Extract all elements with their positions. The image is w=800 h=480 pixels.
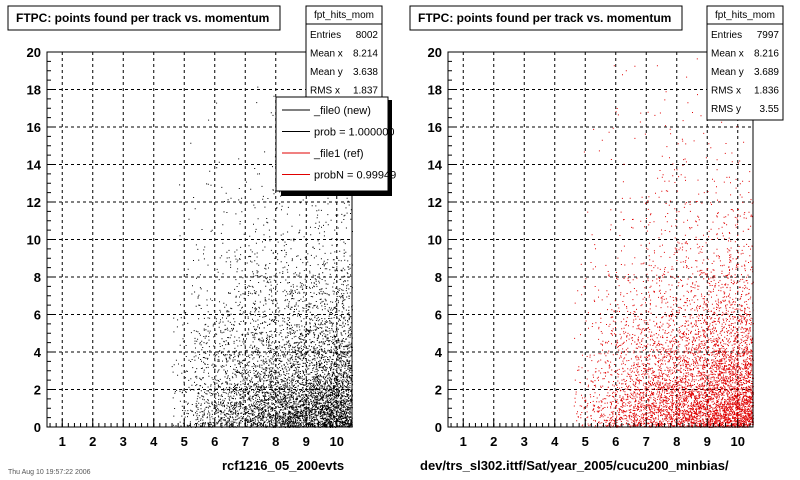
x-tick-label: 8 xyxy=(272,434,279,449)
stat-label: Mean y xyxy=(711,67,744,78)
y-tick-label: 4 xyxy=(435,345,443,360)
x-tick-label: 3 xyxy=(120,434,127,449)
scatter-points xyxy=(171,62,353,429)
y-tick-label: 0 xyxy=(34,420,41,435)
y-tick-label: 20 xyxy=(27,45,41,60)
y-tick-label: 12 xyxy=(27,195,41,210)
right-stats-name: fpt_hits_mom xyxy=(715,10,775,21)
left-y-ticks: 0 2 4 6 8 10 12 14 16 18 20 xyxy=(27,45,55,435)
stat-value: 3.638 xyxy=(353,67,378,78)
right-title-box xyxy=(409,5,683,31)
x-tick-label: 1 xyxy=(59,434,66,449)
y-tick-label: 10 xyxy=(428,233,442,248)
right-stat-rows: Entries 7997 Mean x 8.216 Mean y 3.689 RMS x 1.… xyxy=(711,30,779,115)
stat-value: 8.214 xyxy=(353,49,378,60)
right-panel: FTPC: points found per track vs. momentu… xyxy=(409,5,784,473)
left-stats-name: fpt_hits_mom xyxy=(314,10,374,21)
y-tick-label: 20 xyxy=(428,45,442,60)
x-tick-label: 7 xyxy=(643,434,650,449)
left-x-ticks: 1 2 3 4 5 6 7 8 9 10 xyxy=(49,419,350,449)
left-panel: FTPC: points found per track vs. momentu… xyxy=(7,5,396,476)
left-title-box xyxy=(7,5,281,31)
stat-label: RMS x xyxy=(310,86,340,97)
y-tick-label: 18 xyxy=(27,83,41,98)
stat-value: 1.837 xyxy=(353,86,378,97)
x-tick-label: 4 xyxy=(150,434,158,449)
stat-value: 7997 xyxy=(757,30,780,41)
legend-rows: _file0 (new) prob = 1.000000 _file1 (ref) p… xyxy=(282,105,396,182)
stat-label: Mean x xyxy=(711,49,744,60)
y-tick-label: 12 xyxy=(428,195,442,210)
stat-label: Entries xyxy=(310,30,341,41)
right-xlabel: dev/trs_sl302.ittf/Sat/year_2005/cucu200… xyxy=(420,458,729,473)
left-points xyxy=(171,62,353,429)
x-tick-label: 3 xyxy=(521,434,528,449)
legend-label: _file0 (new) xyxy=(313,105,371,117)
legend-label: prob = 1.000000 xyxy=(314,127,394,139)
left-stats-box: fpt_hits_mom Entries 8002 Mean x 8.214 Mean … xyxy=(305,5,383,101)
y-tick-label: 18 xyxy=(428,83,442,98)
right-y-ticks: 0 2 4 6 8 10 12 14 16 18 20 xyxy=(428,45,456,435)
legend-label: _file1 (ref) xyxy=(313,148,364,160)
x-tick-label: 9 xyxy=(704,434,711,449)
footer-date: Thu Aug 10 19:57:22 2006 xyxy=(8,469,91,476)
x-tick-label: 2 xyxy=(490,434,497,449)
right-stats-frame xyxy=(706,5,784,121)
y-tick-label: 10 xyxy=(27,233,41,248)
right-title: FTPC: points found per track vs. momentu… xyxy=(418,11,671,25)
stat-value: 8.216 xyxy=(754,49,779,60)
y-tick-label: 6 xyxy=(34,308,41,323)
y-tick-label: 14 xyxy=(27,158,42,173)
x-tick-label: 10 xyxy=(330,434,344,449)
y-tick-label: 2 xyxy=(435,383,442,398)
stat-value: 3.689 xyxy=(754,67,779,78)
left-stats-frame xyxy=(305,5,383,101)
y-tick-label: 8 xyxy=(435,270,442,285)
x-tick-label: 5 xyxy=(181,434,188,449)
x-tick-label: 2 xyxy=(89,434,96,449)
x-tick-label: 10 xyxy=(731,434,745,449)
y-tick-label: 16 xyxy=(27,120,41,135)
x-tick-label: 1 xyxy=(460,434,467,449)
right-stats-box: fpt_hits_mom Entries 7997 Mean x 8.216 Mean … xyxy=(706,5,784,121)
x-tick-label: 6 xyxy=(211,434,218,449)
y-tick-label: 14 xyxy=(428,158,443,173)
legend-frame xyxy=(275,96,389,192)
stat-label: Entries xyxy=(711,30,742,41)
y-tick-label: 2 xyxy=(34,383,41,398)
y-tick-label: 6 xyxy=(435,308,442,323)
left-xlabel: rcf1216_05_200evts xyxy=(222,458,344,473)
x-tick-label: 8 xyxy=(673,434,680,449)
x-tick-label: 6 xyxy=(612,434,619,449)
stat-value: 3.55 xyxy=(760,104,780,115)
stat-label: Mean y xyxy=(310,67,343,78)
legend-label: probN = 0.99949 xyxy=(314,170,396,182)
stat-value: 8002 xyxy=(356,30,379,41)
y-tick-label: 0 xyxy=(435,420,442,435)
legend-box: _file0 (new) prob = 1.000000 _file1 (ref) p… xyxy=(275,96,396,196)
stat-label: RMS y xyxy=(711,104,741,115)
right-x-ticks: 1 2 3 4 5 6 7 8 9 10 xyxy=(450,419,751,449)
stat-label: RMS x xyxy=(711,86,741,97)
left-title: FTPC: points found per track vs. momentu… xyxy=(16,11,269,25)
left-stat-rows: Entries 8002 Mean x 8.214 Mean y 3.638 RMS x 1.… xyxy=(310,30,378,97)
x-tick-label: 4 xyxy=(551,434,559,449)
y-tick-label: 8 xyxy=(34,270,41,285)
y-tick-label: 16 xyxy=(428,120,442,135)
right-grid xyxy=(448,52,753,427)
x-tick-label: 7 xyxy=(242,434,249,449)
y-tick-label: 4 xyxy=(34,345,42,360)
x-tick-label: 5 xyxy=(582,434,589,449)
stat-value: 1.836 xyxy=(754,86,779,97)
x-tick-label: 9 xyxy=(303,434,310,449)
stat-label: Mean x xyxy=(310,49,343,60)
